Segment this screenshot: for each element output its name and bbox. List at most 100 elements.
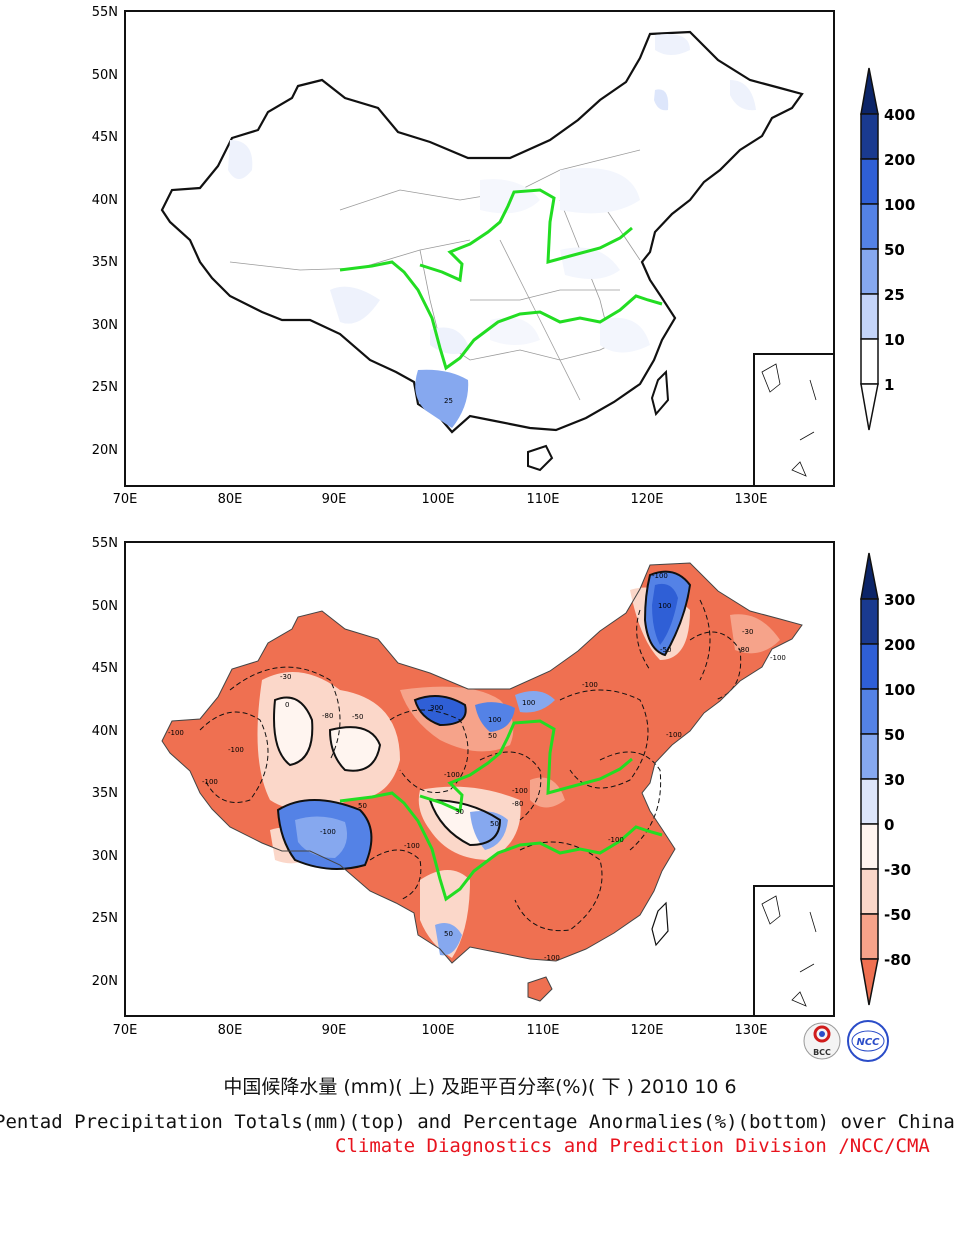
contour-label: -100 — [202, 778, 218, 786]
bottom-lon-label: 100E — [421, 1023, 454, 1038]
top-lat-label: 40N — [92, 193, 118, 208]
contour-label: -30 — [742, 628, 753, 636]
bottom-lon-label: 120E — [630, 1023, 663, 1038]
top-lat-label: 20N — [92, 443, 118, 458]
contour-label: 50 — [490, 820, 499, 828]
top-lon-label: 80E — [218, 492, 243, 507]
ncc-logo: NCC — [847, 1020, 889, 1062]
top-lon-label: 100E — [421, 492, 454, 507]
contour-label: 30 — [455, 808, 464, 816]
contour-label: 100 — [658, 602, 671, 610]
bottom-contour-labels: -100 -100 -80 -50 -30 0 300 100 100 50 -… — [168, 572, 786, 962]
top-inset-map — [753, 353, 835, 487]
bottom-lat-label: 20N — [92, 974, 118, 989]
top-lat-label: 55N — [92, 5, 118, 20]
top-hainan — [527, 444, 554, 472]
contour-label: -50 — [352, 713, 363, 721]
contour-label: -100 — [168, 729, 184, 737]
top-cb-label: 1 — [884, 376, 894, 394]
bottom-lon-label: 90E — [322, 1023, 347, 1038]
bottom-china-outline — [161, 562, 803, 964]
bottom-contours — [199, 599, 742, 932]
bottom-lon-label: 130E — [734, 1023, 767, 1038]
top-lat-label: 35N — [92, 255, 118, 270]
contour-label: 300 — [430, 704, 443, 712]
contour-label: -100 — [404, 842, 420, 850]
top-cb-label: 100 — [884, 196, 915, 214]
bottom-lon-label: 70E — [113, 1023, 138, 1038]
bottom-map-panel: -100 -100 -80 -50 -30 0 300 100 100 50 -… — [124, 541, 835, 1017]
bottom-positive-anomalies — [278, 571, 690, 956]
contour-label: -80 — [512, 800, 523, 808]
contour-label: 50 — [444, 930, 453, 938]
top-lat-label: 25N — [92, 380, 118, 395]
contour-label: -100 — [512, 787, 528, 795]
contour-label: -80 — [322, 712, 333, 720]
bottom-cb-label: 0 — [884, 816, 894, 834]
bottom-cb-label: 200 — [884, 636, 915, 654]
bottom-lat-ticks: 55N 50N 45N 40N 35N 30N 25N 20N — [92, 536, 118, 989]
bottom-colorbar-labels: 300 200 100 50 30 0 -30 -50 -80 — [884, 591, 915, 969]
top-lat-ticks: 55N 50N 45N 40N 35N 30N 25N 20N — [92, 5, 118, 458]
top-annotation: 25 — [444, 397, 453, 405]
contour-label: -100 — [666, 731, 682, 739]
top-lon-label: 110E — [526, 492, 559, 507]
contour-label: -100 — [544, 954, 560, 962]
bottom-cb-label: 300 — [884, 591, 915, 609]
top-lon-label: 70E — [113, 492, 138, 507]
chinese-caption: 中国候降水量 (mm)( 上) 及距平百分率(%)( 下 ) 2010 10 6 — [223, 1076, 737, 1098]
top-lat-label: 45N — [92, 130, 118, 145]
bottom-cb-label: 100 — [884, 681, 915, 699]
contour-label: 0 — [285, 701, 289, 709]
top-cb-label: 200 — [884, 151, 915, 169]
contour-label: 100 — [488, 716, 501, 724]
contour-label: -100 — [320, 828, 336, 836]
bottom-colorbar — [860, 552, 879, 1006]
top-precip-shading — [228, 34, 756, 428]
bottom-cb-label: 50 — [884, 726, 905, 744]
contour-label: -80 — [738, 646, 749, 654]
bottom-lat-label: 25N — [92, 911, 118, 926]
bottom-inset-map — [753, 885, 835, 1017]
english-caption: Pentad Precipitation Totals(mm)(top) and… — [0, 1111, 955, 1133]
contour-label: -100 — [444, 771, 460, 779]
bottom-lon-ticks: 70E 80E 90E 100E 110E 120E 130E — [113, 1023, 768, 1038]
contour-label: -100 — [652, 572, 668, 580]
bottom-lat-label: 30N — [92, 849, 118, 864]
bottom-cb-label: -50 — [884, 906, 911, 924]
top-lat-label: 50N — [92, 68, 118, 83]
bottom-cb-label: -30 — [884, 861, 911, 879]
top-lat-label: 30N — [92, 318, 118, 333]
contour-label: 50 — [358, 802, 367, 810]
bottom-cb-label: -80 — [884, 951, 911, 969]
bottom-lat-label: 55N — [92, 536, 118, 551]
bottom-rivers — [339, 719, 663, 902]
bottom-lat-label: 35N — [92, 786, 118, 801]
top-rivers — [339, 188, 663, 371]
top-lon-label: 90E — [322, 492, 347, 507]
top-cb-label: 400 — [884, 106, 915, 124]
contour-label: -100 — [228, 746, 244, 754]
ncc-logo-text: NCC — [856, 1037, 880, 1048]
top-cb-label: 50 — [884, 241, 905, 259]
bottom-lat-label: 50N — [92, 599, 118, 614]
bottom-lat-label: 45N — [92, 661, 118, 676]
bottom-lon-label: 110E — [526, 1023, 559, 1038]
top-colorbar — [860, 67, 879, 431]
bottom-lat-label: 40N — [92, 724, 118, 739]
top-colorbar-labels: 400 200 100 50 25 10 1 — [884, 106, 915, 394]
division-caption: Climate Diagnostics and Prediction Divis… — [335, 1135, 930, 1157]
contour-label: -30 — [280, 673, 291, 681]
bcc-logo: BCC — [803, 1022, 841, 1060]
top-cb-label: 25 — [884, 286, 905, 304]
bottom-taiwan — [651, 901, 669, 947]
contour-label: -100 — [582, 681, 598, 689]
top-lon-ticks: 70E 80E 90E 100E 110E 120E 130E — [113, 492, 768, 507]
contour-label: -50 — [660, 646, 671, 654]
top-lon-label: 130E — [734, 492, 767, 507]
precipitation-figure: 25 55N 50N 45N 40N 35N 30N 25N 20N 70E 8… — [92, 5, 915, 1062]
contour-label: 100 — [522, 699, 535, 707]
top-cb-label: 10 — [884, 331, 905, 349]
top-taiwan — [650, 369, 670, 417]
bottom-lon-label: 80E — [218, 1023, 243, 1038]
